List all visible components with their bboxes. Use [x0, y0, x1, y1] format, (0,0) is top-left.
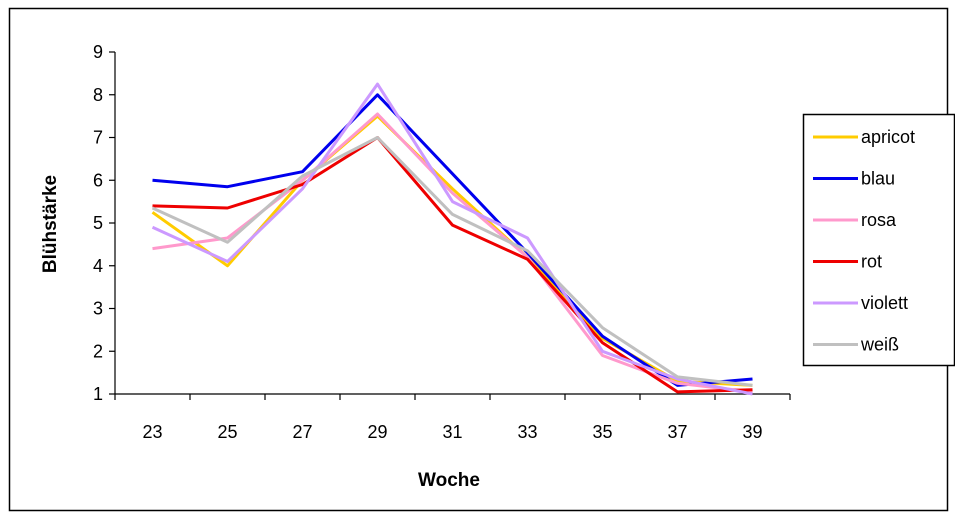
- chart-border: [8, 7, 949, 512]
- x-tick-label: 39: [742, 422, 762, 442]
- x-tick-label: 25: [217, 422, 237, 442]
- y-tick-label: 3: [93, 299, 103, 319]
- legend-label-blau: blau: [861, 169, 895, 189]
- legend-label-apricot: apricot: [861, 127, 915, 147]
- x-tick-label: 33: [517, 422, 537, 442]
- x-tick-label: 37: [667, 422, 687, 442]
- y-tick-label: 6: [93, 170, 103, 190]
- x-tick-label: 23: [142, 422, 162, 442]
- y-axis-label: Blühstärke: [40, 175, 61, 273]
- y-tick-label: 9: [93, 42, 103, 62]
- y-tick-label: 8: [93, 85, 103, 105]
- y-tick-label: 5: [93, 213, 103, 233]
- series-lines: [151, 82, 753, 396]
- y-tick-label: 2: [93, 341, 103, 361]
- y-tick-label: 1: [93, 384, 103, 404]
- y-tick-label: 4: [93, 256, 103, 276]
- legend-label-rosa: rosa: [861, 210, 897, 230]
- legend: apricot blau rosa rot violett weiß: [802, 113, 955, 367]
- x-axis-label: Woche: [418, 470, 480, 491]
- x-tick-label: 29: [367, 422, 387, 442]
- x-tick-label: 35: [592, 422, 612, 442]
- y-tick-label: 7: [93, 128, 103, 148]
- legend-label-rot: rot: [861, 252, 882, 272]
- series-line-weiß: [151, 136, 753, 387]
- x-tick-label: 31: [442, 422, 462, 442]
- legend-label-violett: violett: [861, 293, 908, 313]
- legend-label-weiß: weiß: [860, 335, 899, 355]
- legend-box: [802, 113, 955, 367]
- x-tick-label: 27: [292, 422, 312, 442]
- series-line-rot: [152, 136, 753, 394]
- series-line-violett: [151, 82, 753, 396]
